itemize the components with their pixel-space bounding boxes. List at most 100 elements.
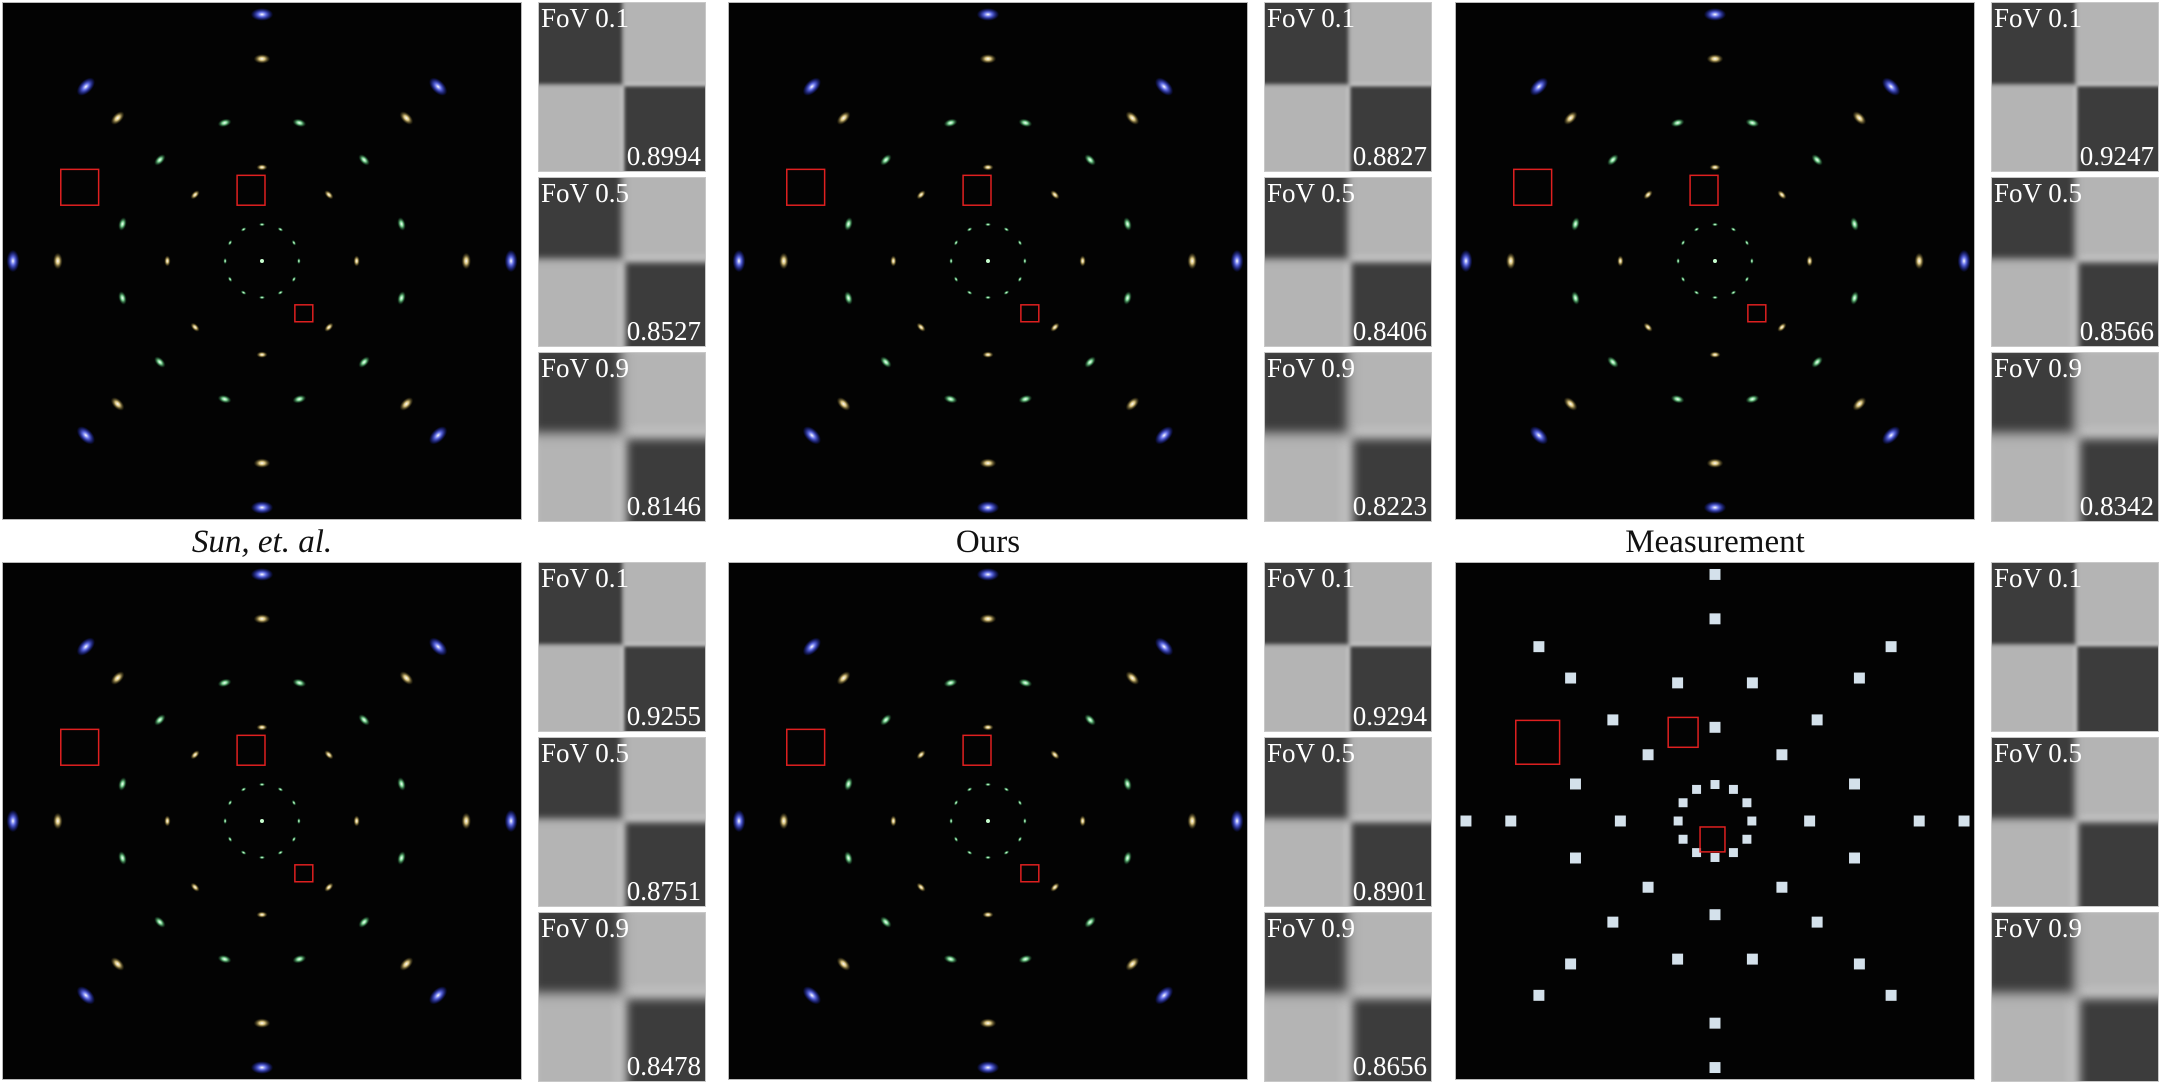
similarity-score: 0.9255 [626,701,701,731]
checker-light [1265,995,1349,1081]
checker-crop: FoV 0.1 0.9294 [1264,562,1432,732]
checker-dark [2076,645,2158,731]
checker-dark [1349,85,1431,171]
fov-label: FoV 0.1 [1994,563,2083,593]
fov-label: FoV 0.5 [541,738,630,768]
similarity-score: 0.8223 [1352,491,1427,521]
similarity-score: 0.8994 [626,141,701,171]
fov-label: FoV 0.9 [1267,353,1356,383]
checker-dark [2076,820,2158,906]
checker-dark [623,85,705,171]
checker-light [623,353,705,435]
checker-light [623,738,705,820]
similarity-score: 0.8342 [2079,491,2154,521]
checker-crop: FoV 0.5 [1991,737,2159,907]
similarity-score: 0.8751 [626,876,701,906]
fov-label: FoV 0.5 [1994,178,2083,208]
checker-crop: FoV 0.5 0.8566 [1991,177,2159,347]
similarity-score: 0.8146 [626,491,701,521]
similarity-score: 0.8656 [1352,1051,1427,1081]
fov-label: FoV 0.1 [541,563,630,593]
psf-image-measurement-row1 [1455,2,1975,520]
caption-ours: Ours [955,524,1021,560]
checker-dark [1992,738,2076,820]
checker-light [2076,353,2158,435]
fov-label: FoV 0.1 [1267,563,1356,593]
checker-dark [539,913,623,995]
checker-dark [1992,913,2076,995]
checker-light [1992,820,2076,906]
psf-image-ours-row1 [728,2,1248,520]
similarity-score: 0.9247 [2079,141,2154,171]
checker-dark [1992,563,2076,645]
checker-light [623,913,705,995]
fov-label: FoV 0.9 [1994,913,2083,943]
fov-label: FoV 0.1 [541,3,630,33]
checker-crop: FoV 0.1 0.9255 [538,562,706,732]
checker-dark [539,353,623,435]
checker-dark [1349,645,1431,731]
checker-light [2076,738,2158,820]
checker-crop: FoV 0.5 0.8406 [1264,177,1432,347]
checker-light [2076,913,2158,995]
checker-dark [623,435,705,521]
checker-light [1992,995,2076,1081]
checker-crop: FoV 0.1 0.9247 [1991,2,2159,172]
psf-image-ours-row2 [728,562,1248,1080]
similarity-score: 0.8827 [1352,141,1427,171]
checker-dark [623,820,705,906]
checker-dark [1992,3,2076,85]
caption-measurement: Measurement [1625,524,1805,560]
checker-light [1265,820,1349,906]
checker-light [1349,353,1431,435]
checker-light [623,3,705,85]
checker-dark [1349,435,1431,521]
checker-light [539,85,623,171]
fov-label: FoV 0.5 [541,178,630,208]
checker-crop: FoV 0.9 0.8656 [1264,912,1432,1082]
checker-light [2076,563,2158,645]
checker-light [539,995,623,1081]
checker-light [539,820,623,906]
similarity-score: 0.8901 [1352,876,1427,906]
checker-dark [2076,435,2158,521]
checker-light [1349,563,1431,645]
checker-crop: FoV 0.1 0.8827 [1264,2,1432,172]
psf-image-measurement-row2 [1455,562,1975,1080]
checker-dark [623,260,705,346]
checker-dark [1265,913,1349,995]
checker-dark [2076,995,2158,1081]
checker-dark [1349,995,1431,1081]
checker-light [539,645,623,731]
checker-crop: FoV 0.5 0.8901 [1264,737,1432,907]
checker-light [623,563,705,645]
fov-label: FoV 0.9 [1267,913,1356,943]
checker-light [539,260,623,346]
checker-crop: FoV 0.9 [1991,912,2159,1082]
fov-label: FoV 0.9 [541,353,630,383]
checker-dark [539,738,623,820]
checker-dark [2076,260,2158,346]
checker-light [1265,645,1349,731]
checker-light [1992,260,2076,346]
similarity-score: 0.8566 [2079,316,2154,346]
checker-light [539,435,623,521]
checker-crop: FoV 0.5 0.8751 [538,737,706,907]
checker-dark [623,995,705,1081]
checker-crop: FoV 0.9 0.8223 [1264,352,1432,522]
checker-light [1992,85,2076,171]
psf-image-sun-row2 [2,562,522,1080]
checker-dark [2076,85,2158,171]
fov-label: FoV 0.1 [1267,3,1356,33]
checker-dark [1265,178,1349,260]
checker-dark [1992,353,2076,435]
checker-light [2076,178,2158,260]
checker-light [1349,738,1431,820]
fov-label: FoV 0.5 [1267,178,1356,208]
checker-crop: FoV 0.1 0.8994 [538,2,706,172]
checker-dark [1992,178,2076,260]
checker-dark [539,563,623,645]
checker-crop: FoV 0.9 0.8146 [538,352,706,522]
checker-light [2076,3,2158,85]
checker-dark [1349,260,1431,346]
